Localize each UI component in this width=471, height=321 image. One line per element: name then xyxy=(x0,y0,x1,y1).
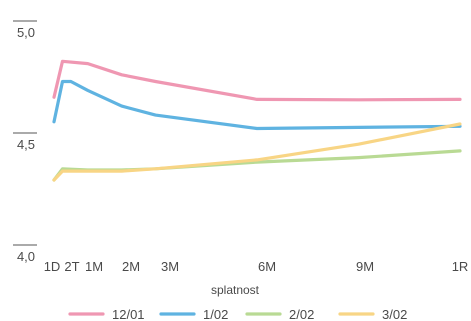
x-axis: 1D 2T 1M 2M 3M 6M 9M 1R xyxy=(44,259,469,274)
x-axis-title: splatnost xyxy=(211,283,260,297)
y-tick-label: 4,5 xyxy=(17,137,35,152)
x-tick-label: 1M xyxy=(85,259,103,274)
series-layer xyxy=(52,59,462,182)
series-line-12-01 xyxy=(52,59,462,102)
legend-label: 2/02 xyxy=(289,307,314,321)
legend-item: 3/02 xyxy=(338,307,407,321)
y-tick-label: 4,0 xyxy=(17,249,35,264)
legend-label: 1/02 xyxy=(203,307,228,321)
legend-label: 12/01 xyxy=(112,307,145,321)
series-line-3-02 xyxy=(52,122,462,182)
x-tick-label: 1D xyxy=(44,259,61,274)
x-tick-label: 1R xyxy=(452,259,469,274)
legend-item: 1/02 xyxy=(159,307,228,321)
x-tick-label: 3M xyxy=(161,259,179,274)
legend-label: 3/02 xyxy=(382,307,407,321)
legend: 12/01 1/02 2/02 3/02 xyxy=(68,307,407,321)
legend-item: 2/02 xyxy=(245,307,314,321)
x-tick-label: 6M xyxy=(258,259,276,274)
x-tick-label: 9M xyxy=(356,259,374,274)
series-line-1-02 xyxy=(52,79,462,131)
y-axis: 4,0 4,5 5,0 xyxy=(13,20,37,264)
series-line-2-02 xyxy=(52,149,462,182)
x-tick-label: 2T xyxy=(64,259,79,274)
y-tick-label: 5,0 xyxy=(17,25,35,40)
x-tick-label: 2M xyxy=(122,259,140,274)
legend-item: 12/01 xyxy=(68,307,145,321)
